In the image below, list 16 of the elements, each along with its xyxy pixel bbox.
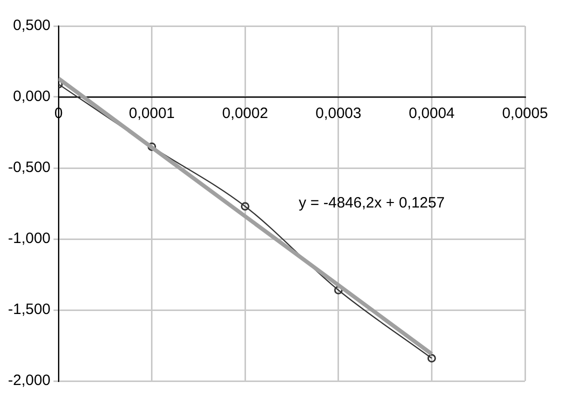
point — [148, 142, 156, 151]
x-tick-label: 0,0002 — [222, 105, 268, 122]
x-tick-label: 0,0004 — [408, 105, 455, 122]
y-tick-label: -1,000 — [8, 230, 51, 248]
y-tick-label: 0,000 — [12, 88, 51, 106]
y-tick-label: 0,500 — [12, 17, 51, 34]
y-tick-label: -0,500 — [8, 159, 51, 176]
x-tick-label: 0,0005 — [502, 105, 548, 122]
point — [427, 354, 436, 363]
point — [240, 202, 250, 211]
y-tick-label: -1,500 — [8, 301, 51, 318]
x-tick-label: 0,0003 — [315, 105, 362, 122]
point — [334, 286, 343, 294]
x-tick-label: 0,0001 — [128, 105, 175, 122]
annotation: y = -4846,2x + 0,1257 — [298, 194, 445, 212]
y-tick-label: -2,000 — [8, 372, 51, 390]
